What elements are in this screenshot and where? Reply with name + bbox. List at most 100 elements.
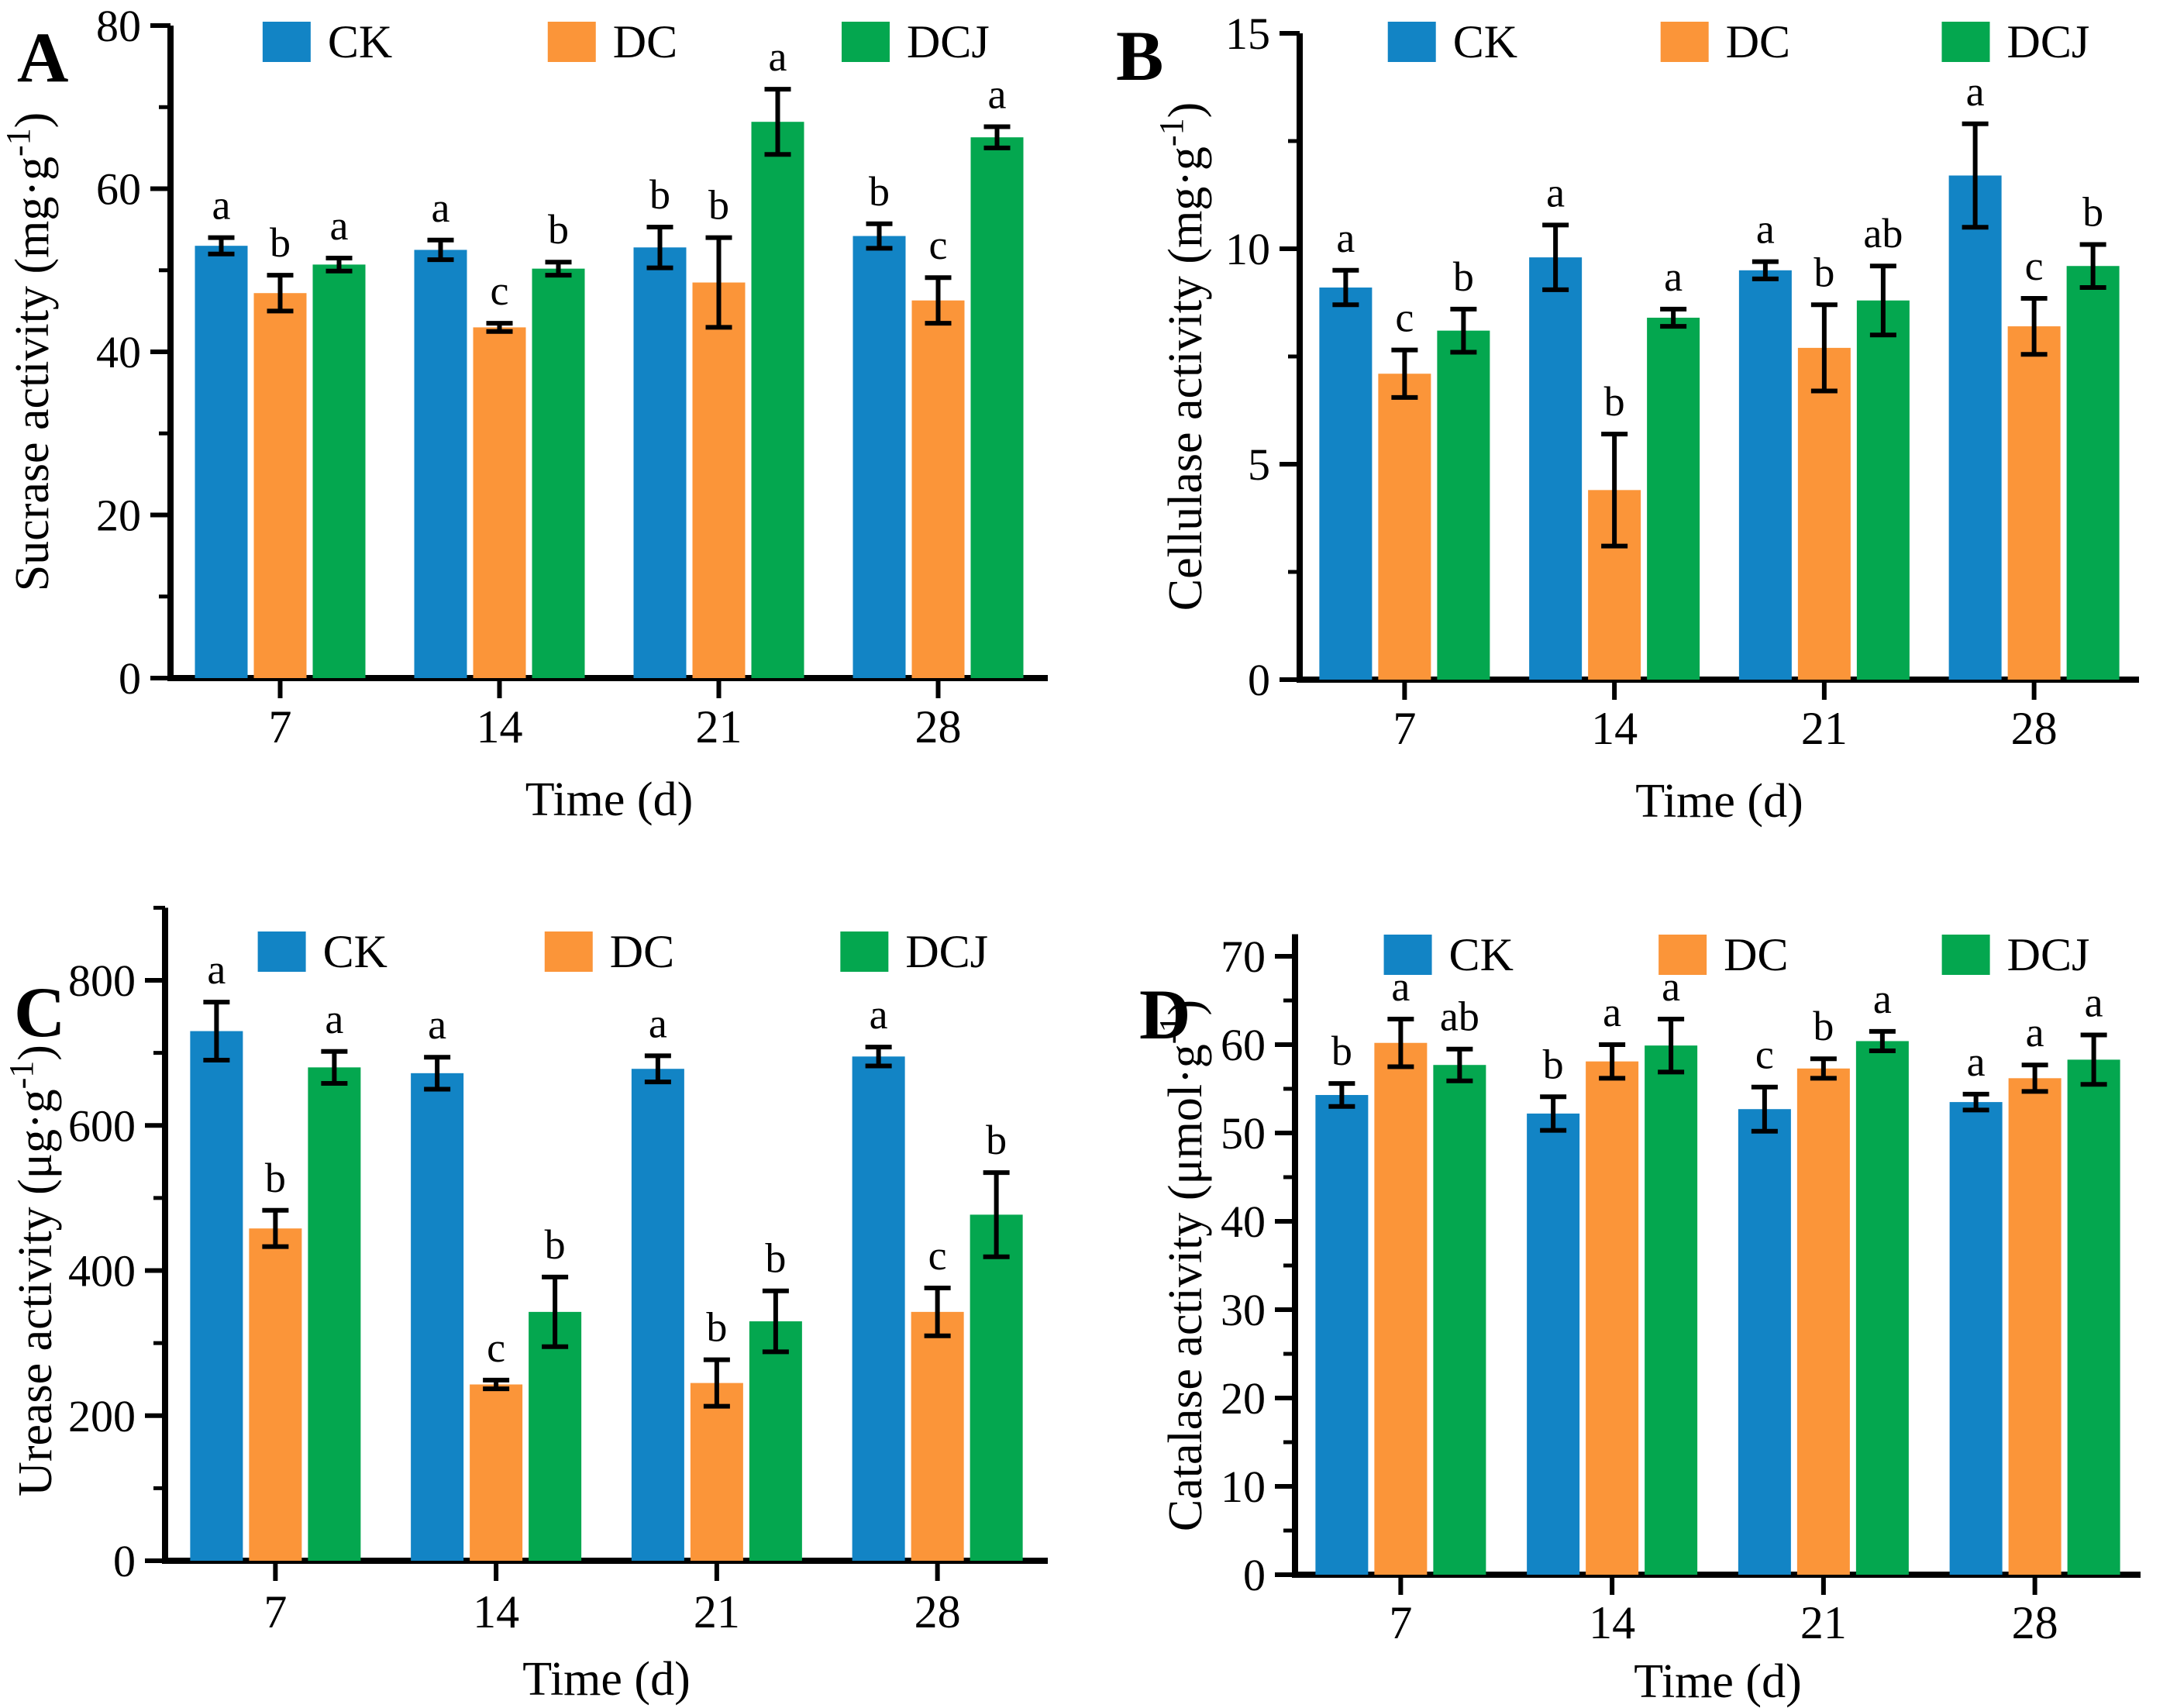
sig-letter-DCJ-day28: a <box>2085 979 2103 1025</box>
sig-letter-CK-day21: a <box>1756 206 1775 253</box>
x-axis-title: Time (d) <box>525 773 693 826</box>
y-tick-label: 40 <box>96 327 141 377</box>
sig-letter-DCJ-day28: b <box>986 1117 1007 1163</box>
bar-DC-day7 <box>249 1228 302 1561</box>
sig-letter-CK-day7: b <box>1331 1028 1352 1074</box>
y-tick-label: 20 <box>1221 1373 1266 1424</box>
sig-letter-CK-day14: b <box>1543 1041 1564 1087</box>
sig-letter-DCJ-day14: b <box>548 206 569 253</box>
panel-a-sucrase: A 0 20 40 60 80 Sucrase activity (mg·g-1) 7 a b a 1… <box>0 0 1085 854</box>
sig-letter-CK-day7: a <box>212 182 231 229</box>
sig-letter-DCJ-day14: b <box>545 1221 566 1268</box>
sig-letter-DC-day14: c <box>491 267 509 314</box>
legend-label-DC: DC <box>1724 929 1788 980</box>
y-tick-label: 80 <box>96 1 141 51</box>
bar-DCJ-day7 <box>308 1067 361 1561</box>
bar-DC-day21 <box>692 282 746 678</box>
sig-letter-DCJ-day28: b <box>2082 188 2103 235</box>
legend-swatch-DC <box>544 931 593 972</box>
bar-CK-day21 <box>1738 1109 1791 1575</box>
y-tick-label: 200 <box>68 1391 136 1441</box>
sig-letter-CK-day14: a <box>432 184 450 231</box>
sig-letter-DC-day21: b <box>1813 1003 1834 1049</box>
legend-swatch-DC <box>547 22 596 62</box>
legend-swatch-DC <box>1658 935 1707 975</box>
sig-letter-CK-day7: a <box>1336 215 1355 261</box>
bar-CK-day14 <box>1527 1113 1580 1575</box>
x-axis-title: Time (d) <box>1634 1655 1801 1708</box>
y-tick-label: 50 <box>1221 1108 1266 1159</box>
legend-label-CK: CK <box>1449 929 1514 980</box>
legend-label-CK: CK <box>1453 16 1517 67</box>
x-axis-title: Time (d) <box>522 1653 690 1706</box>
bar-CK-day7 <box>195 246 248 678</box>
sig-letter-DCJ-day7: a <box>325 996 343 1042</box>
legend-label-CK: CK <box>323 926 388 977</box>
sig-letter-DCJ-day21: a <box>1873 976 1892 1022</box>
legend-swatch-DCJ <box>1941 935 1990 975</box>
x-tick-label: 14 <box>473 1586 519 1637</box>
y-tick-label: 60 <box>96 164 141 215</box>
panel-letter-A: A <box>17 18 68 97</box>
sig-letter-DCJ-day21: a <box>769 33 787 80</box>
bar-DC-day28 <box>2008 1078 2062 1575</box>
sig-letter-DCJ-day28: a <box>988 71 1007 118</box>
bar-DCJ-day14 <box>532 268 585 678</box>
x-tick-label: 21 <box>696 701 742 752</box>
bar-DCJ-day14 <box>529 1311 582 1561</box>
bar-DCJ-day7 <box>312 264 366 678</box>
panel-letter-C: C <box>14 973 65 1052</box>
x-tick-label: 14 <box>477 701 523 752</box>
sig-letter-CK-day28: a <box>1967 1038 1986 1085</box>
x-tick-label: 28 <box>915 701 962 752</box>
legend-label-DC: DC <box>1726 16 1790 67</box>
y-tick-label: 600 <box>68 1100 136 1151</box>
panel-letter-D: D <box>1139 975 1190 1054</box>
bar-DCJ-day28 <box>970 137 1024 678</box>
legend-label-DCJ: DCJ <box>2006 16 2089 67</box>
bar-CK-day7 <box>190 1031 243 1561</box>
sig-letter-CK-day28: a <box>1966 68 1985 115</box>
y-tick-label: 0 <box>1243 1550 1266 1600</box>
legend-label-DCJ: DCJ <box>907 16 990 67</box>
panel-b-cellulase: B 0 5 10 15 Cellulase activity (mg·g-1) 7 a c b 14… <box>1085 0 2170 854</box>
y-tick-label: 0 <box>119 653 141 704</box>
bar-CK-day21 <box>1738 270 1792 680</box>
bar-DC-day21 <box>690 1383 743 1561</box>
bar-DCJ-day21 <box>1855 1041 1909 1575</box>
sig-letter-DC-day14: b <box>1604 378 1625 425</box>
sig-letter-CK-day14: a <box>428 1001 446 1048</box>
bar-CK-day28 <box>1949 1102 2003 1575</box>
sig-letter-DCJ-day21: b <box>765 1235 786 1282</box>
bar-DC-day28 <box>911 300 965 678</box>
sig-letter-DC-day21: b <box>708 182 729 229</box>
panel-d-catalase: D 0 10 20 30 40 50 60 70 Catalase activity (μmol·… <box>1085 854 2170 1708</box>
x-tick-label: 14 <box>1591 703 1638 754</box>
sig-letter-DCJ-day14: a <box>1664 253 1683 300</box>
bar-DCJ-day7 <box>1433 1065 1486 1575</box>
sig-letter-CK-day21: a <box>649 1000 667 1046</box>
sig-letter-DC-day7: b <box>265 1155 286 1201</box>
x-axis-title: Time (d) <box>1635 775 1803 828</box>
x-tick-label: 21 <box>1800 1597 1847 1648</box>
y-axis-title: Sucrase activity (mg·g-1) <box>0 112 59 592</box>
y-tick-label: 10 <box>1221 1462 1266 1512</box>
x-tick-label: 21 <box>1801 703 1848 754</box>
legend-swatch-CK <box>257 931 306 972</box>
x-tick-label: 28 <box>2011 703 2058 754</box>
sig-letter-CK-day21: c <box>1755 1031 1774 1078</box>
y-tick-label: 20 <box>96 491 141 541</box>
legend-swatch-CK <box>1383 935 1432 975</box>
legend-label-DC: DC <box>613 16 677 67</box>
y-tick-label: 800 <box>68 956 136 1006</box>
bar-DC-day28 <box>2007 326 2061 680</box>
x-tick-label: 28 <box>914 1586 961 1637</box>
sig-letter-CK-day21: b <box>649 171 670 218</box>
y-tick-label: 10 <box>1225 224 1270 274</box>
bar-DC-day21 <box>1796 1068 1850 1575</box>
x-tick-label: 7 <box>1389 1597 1412 1648</box>
